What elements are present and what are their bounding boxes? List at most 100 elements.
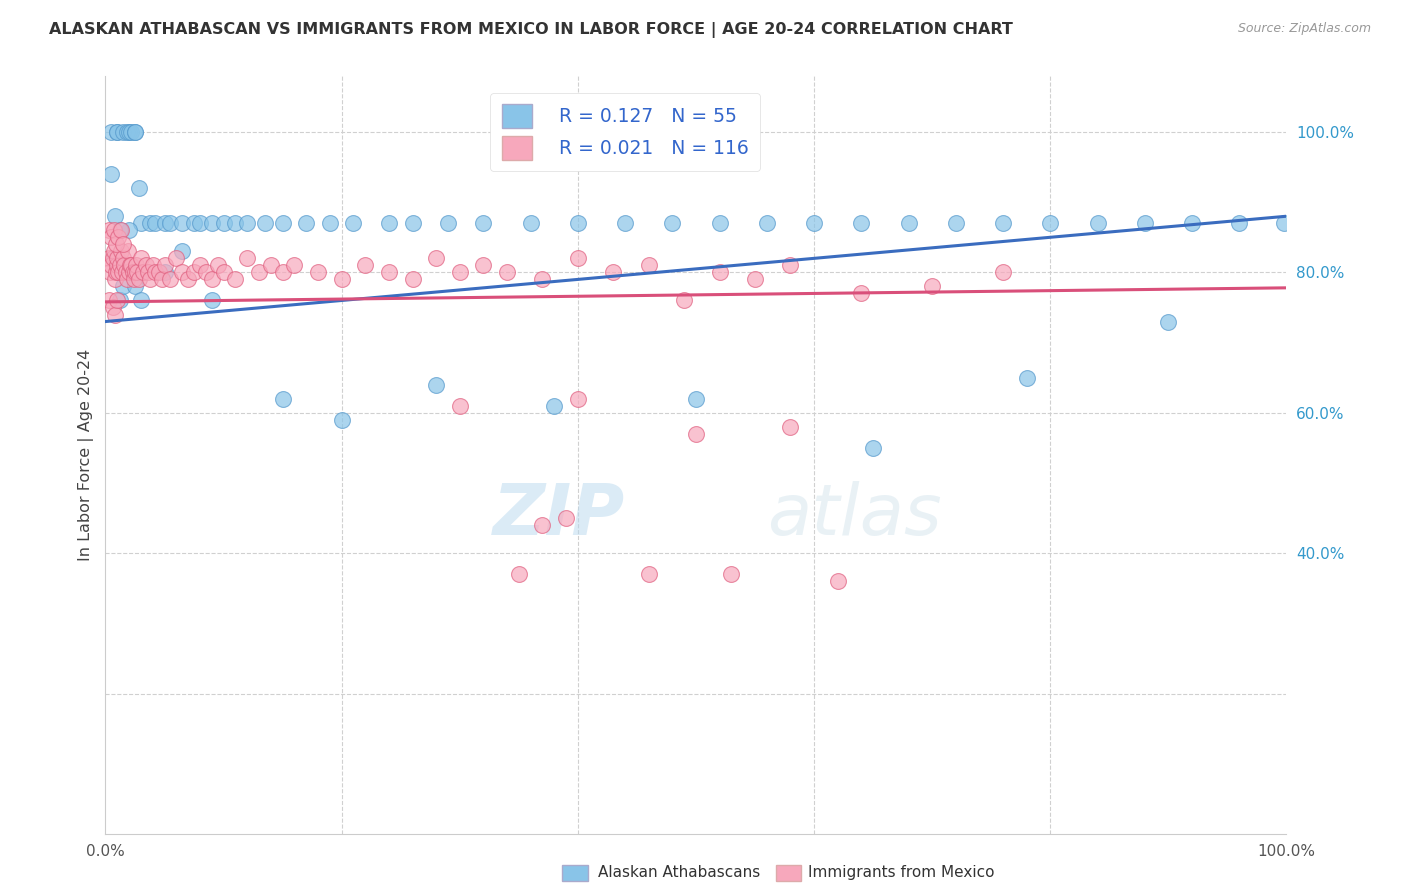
Point [129,216,152,230]
Point [236,252,259,266]
Point [449,399,471,413]
Point [183,265,205,279]
Point [120,125,142,139]
Point [567,252,589,266]
Point [125,259,148,273]
Point [101,252,124,266]
Point [143,265,166,279]
Point [472,259,495,273]
Point [111,265,134,279]
Point [172,216,194,230]
Point [437,216,460,230]
Point [319,216,342,230]
Point [120,259,142,273]
Point [945,216,967,230]
Point [114,265,136,279]
Point [531,272,554,286]
Point [159,216,181,230]
Point [1087,216,1109,230]
Point [127,265,149,279]
Point [132,265,155,279]
Point [100,167,122,181]
Point [100,259,122,273]
Point [100,125,122,139]
Point [921,279,943,293]
Point [378,265,401,279]
Point [107,265,129,279]
Point [105,237,128,252]
Point [354,259,377,273]
Point [253,216,276,230]
Point [1133,216,1156,230]
Point [991,265,1014,279]
Point [330,413,353,427]
Point [236,216,259,230]
Point [103,244,125,259]
Point [472,216,495,230]
Point [135,259,157,273]
Point [115,125,138,139]
Point [991,216,1014,230]
Point [105,293,128,308]
Point [1039,216,1062,230]
Point [108,223,131,237]
Point [519,216,541,230]
Point [201,216,224,230]
Point [271,392,294,406]
Point [148,265,170,279]
Point [101,301,124,315]
Point [224,272,246,286]
Point [128,181,150,195]
Point [112,279,135,293]
Point [104,209,127,223]
Point [567,392,589,406]
Point [124,125,146,139]
Point [543,399,565,413]
Point [207,259,229,273]
Point [508,567,530,582]
Point [118,223,141,237]
Point [401,216,423,230]
Point [139,272,162,286]
Point [1157,314,1180,328]
Point [112,259,135,273]
Text: Alaskan Athabascans: Alaskan Athabascans [598,865,759,880]
Point [709,265,731,279]
Point [602,265,624,279]
Point [108,259,131,273]
Point [342,216,364,230]
Point [307,265,329,279]
Point [378,216,401,230]
Point [104,308,127,322]
Point [673,293,696,308]
Point [112,252,135,266]
Point [1227,216,1250,230]
Point [425,252,447,266]
Point [247,265,270,279]
Point [172,244,194,259]
Point [98,223,121,237]
Point [449,265,471,279]
Point [124,279,146,293]
Point [105,125,128,139]
Point [108,293,131,308]
Point [496,265,519,279]
Point [165,252,187,266]
Point [188,259,211,273]
Point [330,272,353,286]
Point [129,252,152,266]
Point [212,216,235,230]
Point [555,511,578,525]
Point [224,216,246,230]
Point [110,244,132,259]
Point [143,216,166,230]
Point [98,265,121,279]
Point [425,377,447,392]
Point [110,223,132,237]
Point [124,265,146,279]
Point [851,216,873,230]
Point [897,216,920,230]
Point [827,574,849,589]
Point [105,259,128,273]
Point [153,259,176,273]
